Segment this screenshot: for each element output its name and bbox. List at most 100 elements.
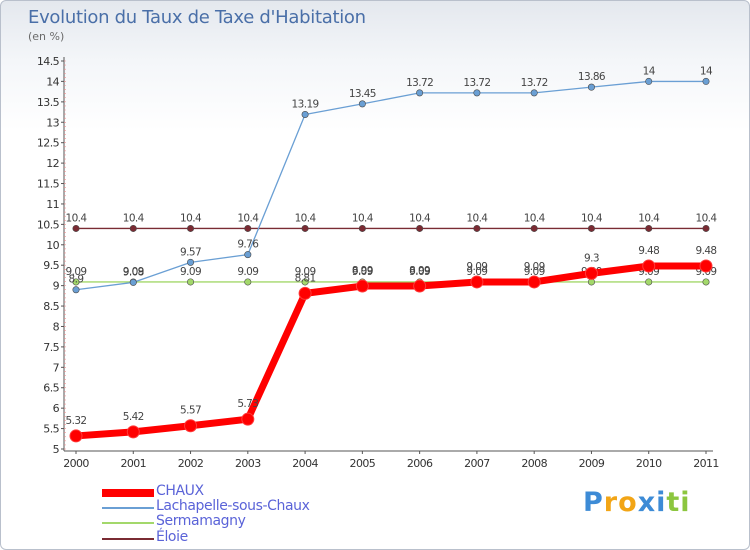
data-label-lachapelle-sous-chaux-0: 8.9: [69, 274, 84, 286]
logo-letter-5: t: [666, 487, 681, 518]
data-label-eloie-9: 10.4: [581, 212, 603, 224]
data-label-chaux-0: 5.32: [66, 415, 87, 427]
y-tick-label-1: 5.5: [43, 423, 59, 436]
data-label-sermamagny-5: 9.09: [352, 266, 373, 278]
y-tick-label-6: 8: [53, 320, 60, 333]
point-sermamagny-3: [244, 278, 252, 286]
point-eloie-5: [358, 224, 366, 232]
data-label-sermamagny-4: 9.09: [295, 266, 316, 278]
point-eloie-1: [129, 224, 137, 232]
data-label-sermamagny-0: 9.09: [66, 266, 87, 278]
x-tick-label-7: 2007: [464, 457, 490, 470]
data-label-eloie-7: 10.4: [466, 212, 488, 224]
y-tick-label-13: 11.5: [37, 178, 60, 191]
y-tick-label-5: 7.5: [43, 341, 59, 354]
data-label-lachapelle-sous-chaux-11: 14: [700, 65, 713, 77]
point-lachapelle-sous-chaux-9: [587, 83, 595, 91]
x-tick-label-11: 2011: [693, 457, 719, 470]
y-tick-label-19: 14.5: [37, 55, 60, 68]
data-label-sermamagny-3: 9.09: [237, 266, 258, 278]
data-label-lachapelle-sous-chaux-2: 9.57: [180, 246, 201, 258]
data-label-lachapelle-sous-chaux-4: 13.19: [292, 99, 319, 111]
legend-label-chaux: CHAUX: [156, 483, 204, 499]
data-label-eloie-2: 10.4: [180, 212, 202, 224]
point-chaux-11: [699, 259, 713, 273]
x-tick-label-8: 2008: [521, 457, 547, 470]
point-lachapelle-sous-chaux-1: [129, 278, 137, 286]
point-chaux-5: [355, 279, 369, 293]
point-chaux-6: [413, 279, 427, 293]
y-tick-label-18: 14: [46, 75, 59, 88]
data-label-chaux-11: 9.48: [696, 245, 717, 257]
point-eloie-6: [416, 224, 424, 232]
y-tick-label-8: 9: [53, 280, 60, 293]
data-label-eloie-3: 10.4: [237, 212, 259, 224]
point-sermamagny-4: [301, 278, 309, 286]
data-label-chaux-3: 5.73: [237, 398, 258, 410]
point-eloie-9: [587, 224, 595, 232]
y-tick-label-4: 7: [53, 361, 60, 374]
point-lachapelle-sous-chaux-2: [187, 258, 195, 266]
point-sermamagny-0: [72, 278, 80, 286]
data-label-chaux-2: 5.57: [180, 405, 201, 417]
data-label-chaux-4: 8.81: [295, 272, 316, 284]
point-lachapelle-sous-chaux-4: [301, 111, 309, 119]
legend-label-eloie: Éloie: [156, 529, 188, 545]
point-eloie-4: [301, 224, 309, 232]
point-eloie-8: [530, 224, 538, 232]
y-tick-label-16: 13: [46, 116, 59, 129]
series-line-chaux: [75, 262, 706, 440]
logo-letter-3: x: [637, 487, 657, 518]
y-tick-label-14: 12: [46, 157, 59, 170]
point-eloie-11: [702, 224, 710, 232]
point-chaux-3: [241, 412, 255, 426]
logo-letter-4: i: [656, 487, 667, 518]
logo-letter-6: i: [680, 487, 691, 518]
data-label-lachapelle-sous-chaux-5: 13.45: [349, 88, 376, 100]
point-eloie-2: [187, 224, 195, 232]
chart-subtitle: (en %): [28, 30, 65, 43]
data-label-lachapelle-sous-chaux-9: 13.86: [578, 71, 606, 83]
data-label-chaux-1: 5.42: [123, 411, 144, 423]
x-tick-label-4: 2004: [292, 457, 318, 470]
point-eloie-10: [645, 224, 653, 232]
y-tick-label-12: 11: [46, 198, 59, 211]
y-tick-label-10: 10: [46, 239, 59, 252]
data-label-eloie-6: 10.4: [409, 212, 431, 224]
y-tick-label-9: 9.5: [43, 259, 59, 272]
point-lachapelle-sous-chaux-0: [72, 286, 80, 294]
data-label-sermamagny-8: 9.09: [524, 266, 545, 278]
data-label-lachapelle-sous-chaux-7: 13.72: [463, 77, 490, 89]
point-lachapelle-sous-chaux-10: [645, 77, 653, 85]
point-eloie-7: [473, 224, 481, 232]
y-tick-label-15: 12.5: [37, 137, 60, 150]
point-sermamagny-10: [645, 278, 653, 286]
x-tick-label-3: 2003: [235, 457, 261, 470]
legend-swatch-sermamagny: [102, 522, 154, 524]
x-tick-label-6: 2006: [407, 457, 433, 470]
data-label-lachapelle-sous-chaux-6: 13.72: [406, 77, 433, 89]
data-label-chaux-7: 9.09: [466, 261, 487, 273]
data-label-eloie-5: 10.4: [352, 212, 374, 224]
data-label-sermamagny-6: 9.09: [409, 266, 430, 278]
data-label-chaux-8: 9.09: [524, 261, 545, 273]
point-chaux-1: [126, 425, 140, 439]
y-tick-label-3: 6.5: [43, 382, 59, 395]
data-label-lachapelle-sous-chaux-1: 9.08: [123, 266, 144, 278]
legend-swatch-chaux: [102, 489, 154, 497]
point-chaux-4: [298, 286, 312, 300]
data-label-lachapelle-sous-chaux-8: 13.72: [521, 77, 548, 89]
point-sermamagny-11: [702, 278, 710, 286]
point-eloie-0: [72, 224, 80, 232]
point-chaux-7: [470, 275, 484, 289]
point-lachapelle-sous-chaux-7: [473, 89, 481, 97]
y-tick-label-0: 5: [53, 443, 60, 456]
series-line-lachapelle-sous-chaux: [75, 80, 706, 291]
data-label-lachapelle-sous-chaux-10: 14: [643, 65, 656, 77]
y-tick-label-17: 13.5: [37, 96, 60, 109]
data-label-eloie-11: 10.4: [696, 212, 718, 224]
y-tick-label-2: 6: [53, 402, 60, 415]
x-tick-label-10: 2010: [636, 457, 662, 470]
data-label-chaux-6: 8.99: [409, 265, 430, 277]
